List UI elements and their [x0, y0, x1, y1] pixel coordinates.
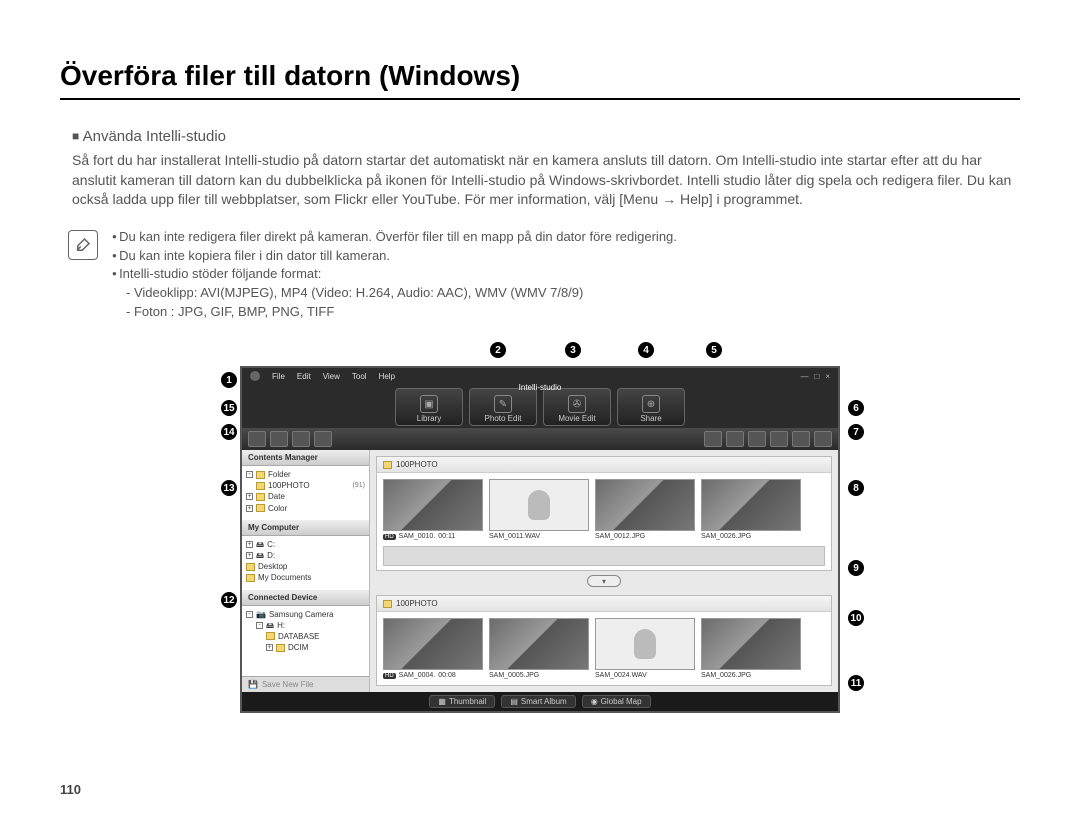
callout-6: 6: [848, 400, 864, 416]
callout-4: 4: [638, 342, 654, 358]
minimize-button[interactable]: —: [800, 372, 808, 381]
callout-2: 2: [490, 342, 506, 358]
menu-edit[interactable]: Edit: [297, 372, 311, 381]
tab-label: Library: [417, 414, 441, 423]
note-subitem: Foton : JPG, GIF, BMP, PNG, TIFF: [126, 303, 677, 322]
share-icon: ⊕: [642, 395, 660, 413]
menubar: File Edit View Tool Help — □ ×: [242, 368, 838, 384]
callout-8: 8: [848, 480, 864, 496]
menu-file[interactable]: File: [272, 372, 285, 381]
tab-label: Share: [640, 414, 661, 423]
menu-help[interactable]: Help: [379, 372, 395, 381]
callout-5: 5: [706, 342, 722, 358]
tab-label: Photo Edit: [485, 414, 522, 423]
app-title: Intelli-studio: [519, 383, 562, 392]
tab-share[interactable]: ⊕ Share: [617, 388, 685, 426]
tab-movieedit[interactable]: ✇ Movie Edit: [543, 388, 611, 426]
tab-photoedit[interactable]: ✎ Photo Edit: [469, 388, 537, 426]
library-icon: ▣: [420, 395, 438, 413]
maximize-button[interactable]: □: [814, 372, 819, 381]
note-item: Du kan inte kopiera filer i din dator ti…: [112, 247, 677, 266]
note-item: Intelli-studio stöder följande format: V…: [112, 265, 677, 322]
menu-view[interactable]: View: [323, 372, 340, 381]
callout-3: 3: [565, 342, 581, 358]
callout-11: 11: [848, 675, 864, 691]
callout-7: 7: [848, 424, 864, 440]
menu-tool[interactable]: Tool: [352, 372, 367, 381]
mode-tabs-row: Intelli-studio ▣ Library ✎ Photo Edit ✇ …: [242, 384, 838, 428]
callout-9: 9: [848, 560, 864, 576]
page-title: Överföra filer till datorn (Windows): [60, 60, 1020, 100]
callout-10: 10: [848, 610, 864, 626]
tab-library[interactable]: ▣ Library: [395, 388, 463, 426]
note-list: Du kan inte redigera filer direkt på kam…: [112, 228, 677, 322]
callout-13: 13: [221, 480, 237, 496]
callout-1: 1: [221, 372, 237, 388]
screenshot-figure: 2 3 4 5 1 15 14 13 12 6 7 8 9 10 11 File…: [60, 342, 1020, 713]
section-subhead: Använda Intelli-studio: [72, 128, 1020, 145]
section-body: Så fort du har installerat Intelli-studi…: [72, 151, 1020, 210]
callout-12: 12: [221, 592, 237, 608]
callout-15: 15: [221, 400, 237, 416]
app-logo-icon: [250, 371, 260, 381]
note-item: Du kan inte redigera filer direkt på kam…: [112, 228, 677, 247]
page-number: 110: [60, 782, 81, 797]
note-icon: [68, 230, 98, 260]
note-item-text: Intelli-studio stöder följande format:: [119, 266, 321, 281]
callout-14: 14: [221, 424, 237, 440]
tab-label: Movie Edit: [558, 414, 595, 423]
close-button[interactable]: ×: [825, 372, 830, 381]
movieedit-icon: ✇: [568, 395, 586, 413]
note-subitem: Videoklipp: AVI(MJPEG), MP4 (Video: H.26…: [126, 284, 677, 303]
photoedit-icon: ✎: [494, 395, 512, 413]
